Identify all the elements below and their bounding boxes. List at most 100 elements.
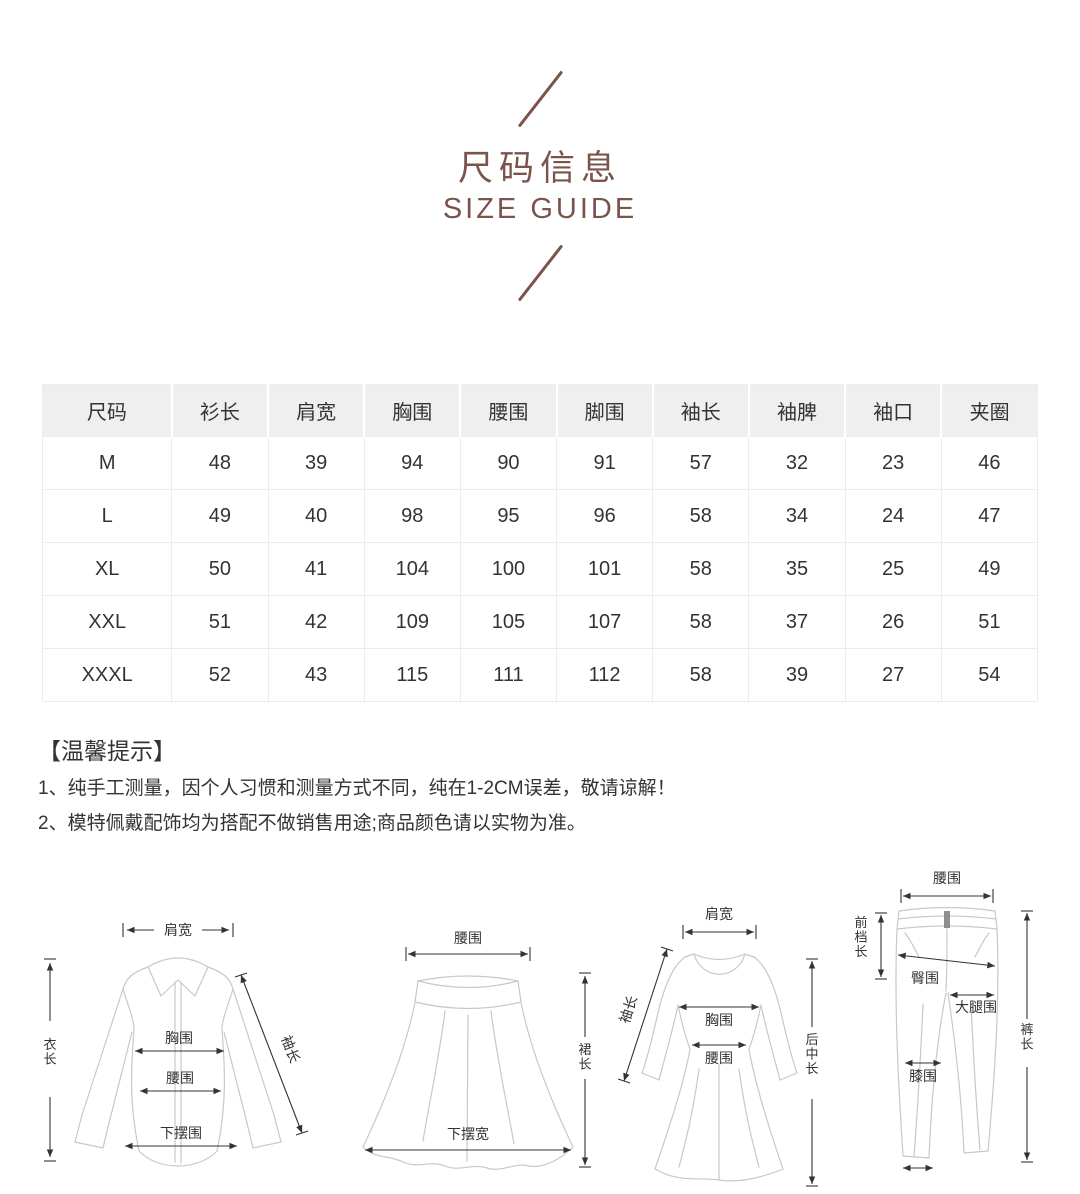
table-row: XL 50 41 104 100 101 58 35 25 49 [41,542,1039,596]
table-cell: 34 [748,489,846,543]
table-cell: 115 [364,648,461,702]
shirt-length-label: 衣长 [43,1037,56,1067]
size-table: 尺码 衫长 肩宽 胸围 腰围 脚围 袖长 袖脾 袖口 夹圈 M 48 39 94 90 91 57 32 23 46… [41,384,1039,702]
table-cell: 104 [364,542,461,596]
table-row: XXXL 52 43 115 111 112 58 39 27 54 [41,648,1039,702]
table-cell: 40 [268,489,365,543]
column-header: 夹圈 [940,384,1038,437]
column-header: 脚围 [555,384,653,437]
table-cell: 51 [171,595,269,649]
table-cell: 90 [460,436,558,490]
table-cell: 101 [556,542,654,596]
table-row: XXL 51 42 109 105 107 58 37 26 51 [41,595,1039,649]
dress-diagram: 肩宽 袖长 胸围 腰围 后中长 [617,906,819,1187]
shirt-bust-label: 胸围 [165,1030,193,1046]
table-cell: 46 [941,436,1039,490]
decorative-slash-bottom [517,244,563,302]
table-cell: XL [41,542,173,596]
table-cell: 26 [845,595,942,649]
measurement-diagrams: 肩宽 衣长 袖长 胸围 腰围 下摆围 [0,845,1080,1194]
dress-shoulder-label: 肩宽 [705,906,733,922]
shirt-measure-arrows [44,922,309,1162]
table-cell: XXL [41,595,173,649]
column-header: 袖脾 [747,384,846,437]
column-header: 肩宽 [267,384,365,437]
table-cell: 58 [652,489,750,543]
pants-thigh-label: 大腿围 [955,999,997,1015]
table-cell: 107 [556,595,654,649]
table-cell: 24 [845,489,942,543]
table-cell: XXXL [41,648,173,702]
table-cell: 25 [845,542,942,596]
table-cell: 100 [460,542,558,596]
table-cell: 39 [268,436,365,490]
section-header: 尺码信息 SIZE GUIDE [0,0,1080,308]
table-row: L 49 40 98 95 96 58 34 24 47 [41,489,1039,543]
dress-measure-arrows [618,924,819,1187]
size-table-header-row: 尺码 衫长 肩宽 胸围 腰围 脚围 袖长 袖脾 袖口 夹圈 [41,384,1038,437]
pants-knee-label: 膝围 [909,1068,937,1084]
table-cell: L [41,489,173,543]
table-cell: 49 [171,489,269,543]
table-cell: 41 [268,542,365,596]
table-cell: 58 [652,542,750,596]
page-subtitle: SIZE GUIDE [442,193,638,225]
table-cell: M [41,436,173,490]
table-cell: 39 [748,648,846,702]
table-cell: 35 [748,542,846,596]
tips-section: 【温馨提示】 1、纯手工测量，因个人习惯和测量方式不同，纯在1-2CM误差，敬请… [38,732,1042,840]
shirt-shoulder-label: 肩宽 [164,922,192,938]
dress-sleeve-label: 袖长 [617,993,641,1025]
pants-outline [895,906,999,1159]
pants-fly-mark [943,910,950,928]
table-cell: 109 [364,595,461,649]
shirt-waist-label: 腰围 [166,1070,194,1086]
size-table-body: M 48 39 94 90 91 57 32 23 46 L 49 40 98 95 96 58 34 24 47 XL… [41,436,1039,702]
table-cell: 37 [748,595,846,649]
table-cell: 105 [460,595,558,649]
table-cell: 57 [652,436,750,490]
column-header: 腰围 [459,384,557,437]
column-header: 胸围 [363,384,461,437]
decorative-slash-top [517,70,563,128]
table-cell: 51 [941,595,1039,649]
dress-outline [641,953,798,1182]
skirt-waist-label: 腰围 [454,930,482,946]
table-cell: 94 [364,436,461,490]
shirt-sleeve-label: 袖长 [278,1033,303,1065]
table-cell: 49 [941,542,1039,596]
page-title: 尺码信息 [457,149,622,188]
table-cell: 58 [652,648,750,702]
dress-bust-label: 胸围 [705,1012,733,1028]
column-header: 尺码 [41,384,172,437]
pants-diagram: 腰围 前档长 臀围 大腿围 裤长 膝围 [854,870,1033,1172]
table-cell: 98 [364,489,461,543]
size-table-container: 尺码 衫长 肩宽 胸围 腰围 脚围 袖长 袖脾 袖口 夹圈 M 48 39 94 90 91 57 32 23 46… [41,384,1039,702]
tip-line: 2、模特佩戴配饰均为搭配不做销售用途;商品颜色请以实物为准。 [38,813,586,835]
dress-back-length-label: 后中长 [806,1032,819,1076]
column-header: 袖口 [844,384,942,437]
table-cell: 32 [748,436,846,490]
column-header: 袖长 [651,384,749,437]
pants-waist-label: 腰围 [933,870,961,886]
table-cell: 91 [556,436,654,490]
skirt-diagram: 腰围 裙长 下摆宽 [362,930,591,1170]
table-cell: 43 [268,648,365,702]
pants-hip-label: 臀围 [911,970,939,986]
table-cell: 112 [556,648,654,702]
tip-line: 1、纯手工测量，因个人习惯和测量方式不同，纯在1-2CM误差，敬请谅解！ [38,778,676,799]
skirt-hem-width-label: 下摆宽 [447,1126,489,1142]
pants-measure-arrows [874,888,1033,1172]
table-cell: 95 [460,489,558,543]
column-header: 衫长 [170,384,269,437]
table-cell: 111 [460,648,558,702]
table-cell: 50 [171,542,269,596]
table-cell: 23 [845,436,942,490]
table-cell: 96 [556,489,654,543]
table-row: M 48 39 94 90 91 57 32 23 46 [41,436,1039,490]
shirt-hem-label: 下摆围 [160,1125,202,1141]
table-cell: 47 [941,489,1039,543]
table-cell: 48 [171,436,269,490]
tips-heading: 【温馨提示】 [38,738,176,764]
